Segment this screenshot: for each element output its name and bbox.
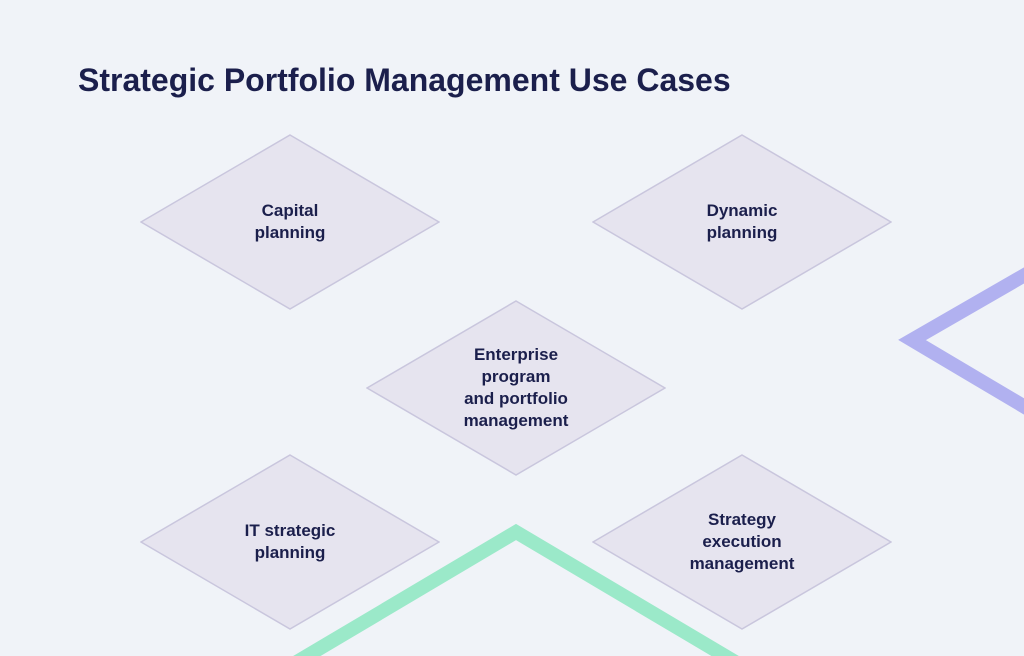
infographic-canvas: Strategic Portfolio Management Use Cases…	[0, 0, 1024, 656]
diamond-label-it: IT strategic planning	[245, 520, 336, 564]
diamond-label-execution: Strategy execution management	[667, 509, 817, 575]
diamond-it: IT strategic planning	[140, 454, 440, 630]
diamond-center: Enterprise program and portfolio managem…	[366, 300, 666, 476]
page-title: Strategic Portfolio Management Use Cases	[78, 62, 731, 99]
diamond-dynamic: Dynamic planning	[592, 134, 892, 310]
diamond-execution: Strategy execution management	[592, 454, 892, 630]
diamond-label-center: Enterprise program and portfolio managem…	[441, 344, 591, 432]
diamond-label-dynamic: Dynamic planning	[707, 200, 778, 244]
diamond-capital: Capital planning	[140, 134, 440, 310]
diamond-label-capital: Capital planning	[255, 200, 326, 244]
